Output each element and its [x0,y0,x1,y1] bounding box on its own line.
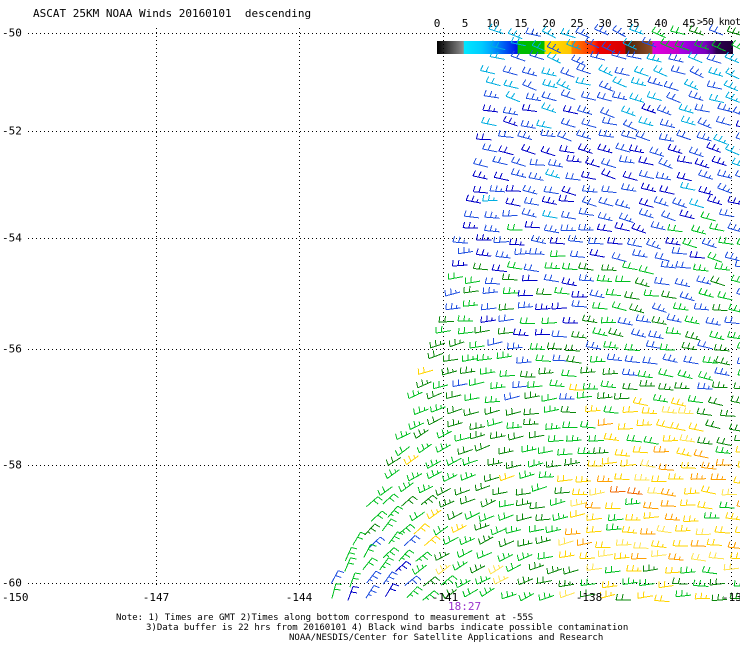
longitude-tick-label: -138 [575,591,603,604]
longitude-tick-label: -144 [285,591,313,604]
latitude-gridline [28,131,740,132]
latitude-gridline [28,465,740,466]
page-title: ASCAT 25KM NOAA Winds 20160101 descendin… [33,7,312,20]
longitude-gridline [443,28,444,588]
colorbar-tick-label: 15 [514,17,528,30]
wind-speed-colorbar [437,3,733,54]
colorbar-tick-label: 0 [433,17,441,30]
colorbar-tick-label: 40 [654,17,668,30]
longitude-gridline [299,28,300,588]
wind-barbs-f06800 [609,485,643,495]
longitude-gridline [156,28,157,588]
latitude-gridline [28,238,740,239]
wind-barbs-0000c8 [347,102,740,601]
wind-barbs-2050e0 [330,23,740,599]
latitude-tick-label: -52 [2,124,22,138]
wind-barbs-00c020 [331,25,740,602]
colorbar-tick-label: 45 [682,17,696,30]
footnote-line-2: 3)Data buffer is 22 hrs from 20160101 4)… [146,623,629,633]
latitude-gridline [28,349,740,350]
overpass-time-label: 18:27 [448,600,482,613]
latitude-tick-label: -56 [2,342,22,356]
latitude-tick-label: -54 [2,231,22,245]
colorbar-tick-label: 30 [598,17,612,30]
latitude-tick-label: -60 [2,576,22,590]
colorbar-tick-label: 25 [570,17,584,30]
footnote-credit: NOAA/NESDIS/Center for Satellite Applica… [289,633,604,643]
colorbar-tick-label: 5 [461,17,469,30]
longitude-gridline [587,28,588,588]
colorbar-tick-label: 35 [626,17,640,30]
longitude-tick-label: -13 [722,591,740,604]
wind-barbs-0a870a [364,25,740,602]
colorbar-gradient [437,41,733,54]
longitude-tick-label: -147 [142,591,170,604]
longitude-gridline [731,28,732,588]
footnote-line-1: Note: 1) Times are GMT 2)Times along bot… [116,613,534,623]
latitude-tick-label: -58 [2,458,22,472]
wind-barbs-ffe450 [435,405,740,599]
wind-barbs-ffd400 [403,366,740,603]
latitude-tick-label: -50 [2,26,22,40]
latitude-gridline [28,33,740,34]
wind-barbs-00aee0 [480,23,740,219]
longitude-tick-label: -150 [2,591,29,604]
colorbar-tick-label: >50 knots [697,17,740,28]
longitude-tick-label: -141 [431,591,459,604]
wind-barbs-ffa000 [564,418,740,561]
